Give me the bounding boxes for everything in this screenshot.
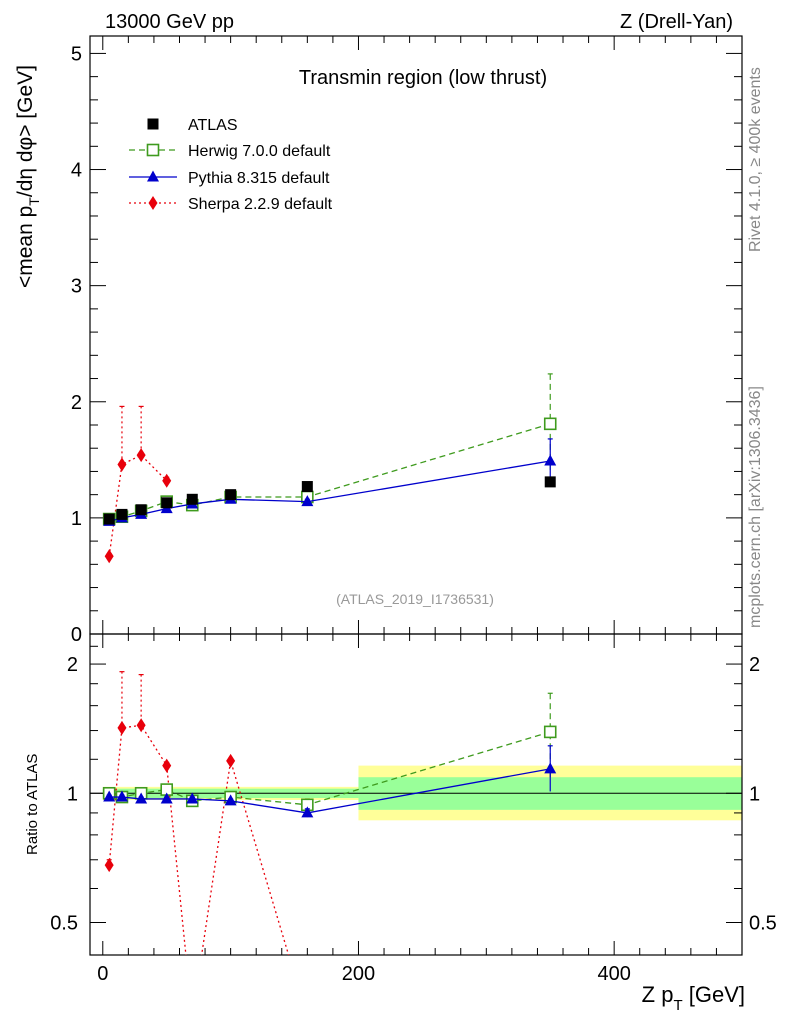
main-pythia-point-7 — [544, 454, 557, 466]
main-y-tick-label-4: 4 — [71, 160, 82, 182]
main-panel: 0 1 2 3 4 5 — [71, 35, 743, 646]
legend-entry-sherpa: Sherpa 2.2.9 default — [188, 196, 333, 213]
legend-entry-herwig: Herwig 7.0.0 default — [188, 143, 331, 160]
main-y-tick-label-3: 3 — [71, 276, 82, 298]
ylabel-sub: T — [26, 197, 42, 206]
analysis-watermark: (ATLAS_2019_I1736531) — [336, 591, 494, 607]
xlabel-sub: T — [673, 997, 682, 1014]
main-pythia-point-6 — [301, 495, 314, 507]
ratio-herwig-line — [108, 731, 551, 806]
header-left-label: 13000 GeV pp — [105, 11, 234, 33]
legend-marker-atlas — [147, 118, 159, 130]
main-atlas-point-0 — [103, 513, 115, 525]
ratio-sherpa-line — [108, 724, 290, 955]
ratio-pythia-point-7 — [544, 762, 557, 774]
ratio-pythia-point-5 — [224, 794, 237, 806]
ratio-y-tick-label-right-1: 1 — [749, 783, 760, 805]
main-atlas-point-5 — [225, 489, 237, 501]
xlabel-rest: [GeV] — [683, 982, 745, 1007]
ratio-pythia-point-3 — [160, 792, 173, 804]
main-y-tick-label-2: 2 — [71, 392, 82, 414]
side-label-rivet: Rivet 4.1.0, ≥ 400k events — [747, 67, 764, 252]
legend-marker-pythia — [147, 170, 159, 182]
main-panel-title: Transmin region (low thrust) — [299, 67, 547, 89]
main-atlas-point-4 — [186, 493, 198, 505]
ratio-plot-frame — [89, 633, 743, 956]
main-sherpa-point-0 — [104, 549, 114, 564]
main-y-tick-label-5: 5 — [71, 43, 82, 65]
ratio-y-tick-label-right-0.5: 0.5 — [749, 912, 777, 934]
ratio-y-tick-label-right-2: 2 — [749, 654, 760, 676]
main-sherpa-point-2 — [136, 448, 146, 463]
ylabel-rest: /dη dφ> [GeV] — [14, 65, 37, 197]
ratio-series-group — [102, 671, 557, 955]
ratio-panel: 0 200 400 0.5 0.5 1 1 2 2 — [50, 633, 777, 985]
main-atlas-point-3 — [161, 497, 173, 509]
ratio-pythia-point-2 — [135, 792, 148, 804]
ratio-pythia-point-4 — [186, 792, 199, 804]
ratio-pythia-point-0 — [103, 790, 116, 802]
main-y-tick-label-0: 0 — [71, 624, 82, 646]
side-label-mcplots: mcplots.cern.ch [arXiv:1306.3436] — [747, 386, 764, 628]
legend-marker-sherpa — [148, 196, 158, 210]
legend-marker-herwig — [146, 143, 160, 157]
main-y-axis-label: <mean pT/dη dφ> [GeV] — [14, 65, 42, 288]
main-herwig-point-7 — [543, 417, 557, 431]
header-right-label: Z (Drell-Yan) — [620, 11, 733, 33]
ratio-pythia-point-6 — [301, 806, 314, 818]
main-sherpa-point-3 — [162, 473, 172, 488]
legend: ATLAS Herwig 7.0.0 default Pythia 8.315 de… — [129, 117, 333, 213]
ylabel-main: <mean p — [14, 206, 37, 288]
main-herwig-line — [109, 423, 551, 520]
ratio-y-axis-label: Ratio to ATLAS — [24, 754, 41, 855]
ratio-y-tick-label-left-0.5: 0.5 — [50, 912, 78, 934]
xlabel-main: Z p — [642, 982, 674, 1007]
main-sherpa-point-1 — [117, 457, 127, 472]
main-y-tick-label-1: 1 — [71, 508, 82, 530]
x-axis-label: Z pT [GeV] — [642, 982, 745, 1014]
ratio-sherpa-point-3 — [162, 758, 172, 773]
legend-entry-pythia: Pythia 8.315 default — [188, 170, 330, 187]
x-tick-label-0: 0 — [97, 963, 108, 985]
legend-entry-atlas: ATLAS — [188, 117, 238, 134]
main-atlas-point-2 — [135, 504, 147, 516]
main-atlas-point-7 — [544, 476, 556, 488]
ratio-sherpa-point-5 — [226, 753, 236, 768]
ratio-sherpa-point-1 — [117, 720, 127, 735]
main-atlas-point-6 — [301, 481, 313, 493]
main-sherpa-line — [108, 454, 168, 557]
main-atlas-point-1 — [116, 508, 128, 520]
x-tick-label-400: 400 — [597, 963, 630, 985]
ratio-pythia-point-1 — [115, 790, 128, 802]
x-tick-label-200: 200 — [342, 963, 375, 985]
main-pythia-line — [109, 460, 551, 522]
main-series-group — [102, 373, 557, 564]
ratio-herwig-point-7 — [543, 725, 557, 739]
ratio-sherpa-point-2 — [136, 718, 146, 733]
ratio-y-tick-label-left-2: 2 — [67, 654, 78, 676]
ratio-sherpa-point-0 — [104, 858, 114, 873]
ratio-y-tick-label-left-1: 1 — [67, 783, 78, 805]
